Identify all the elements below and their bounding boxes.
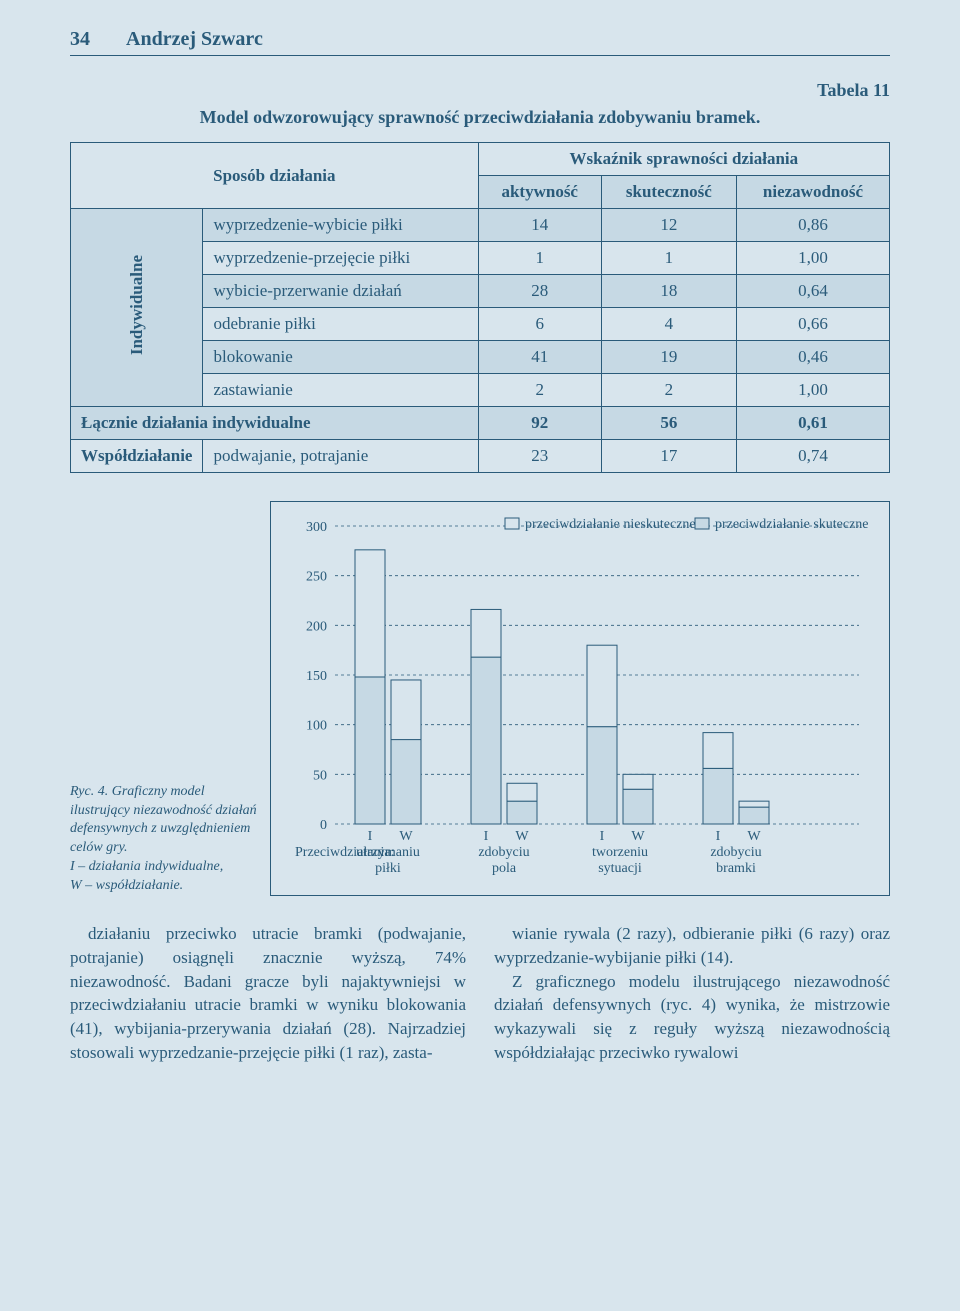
- coop-label: podwajanie, potrajanie: [203, 440, 478, 473]
- row-label: blokowanie: [203, 341, 478, 374]
- svg-text:W: W: [631, 829, 645, 844]
- coop-row: Współdziałanie podwajanie, potrajanie 23…: [71, 440, 890, 473]
- svg-text:200: 200: [306, 619, 327, 634]
- col-niezawodnosc: niezawodność: [736, 176, 889, 209]
- cell: 1,00: [736, 242, 889, 275]
- cell: 1,00: [736, 374, 889, 407]
- svg-text:I: I: [368, 829, 373, 844]
- cell: 0,46: [736, 341, 889, 374]
- cell: 28: [478, 275, 601, 308]
- svg-text:pola: pola: [492, 861, 517, 876]
- cell: 17: [601, 440, 736, 473]
- cell: 12: [601, 209, 736, 242]
- svg-text:250: 250: [306, 570, 327, 585]
- figure-line3: W – współdziałanie.: [70, 878, 183, 893]
- cell: 18: [601, 275, 736, 308]
- cell: 1: [478, 242, 601, 275]
- cell: 14: [478, 209, 601, 242]
- svg-text:piłki: piłki: [375, 861, 401, 876]
- svg-text:I: I: [484, 829, 489, 844]
- cell: 41: [478, 341, 601, 374]
- svg-text:przeciwdziałanie skuteczne: przeciwdziałanie skuteczne: [715, 517, 869, 532]
- cell: 0,66: [736, 308, 889, 341]
- svg-text:W: W: [747, 829, 761, 844]
- svg-text:150: 150: [306, 669, 327, 684]
- svg-text:100: 100: [306, 719, 327, 734]
- chart-container: 0 50 100 150 200 250 300 przeciwdziałanie niesk…: [270, 501, 890, 896]
- svg-text:bramki: bramki: [716, 861, 756, 876]
- svg-text:I: I: [600, 829, 605, 844]
- total-label: Łącznie działania indywidualne: [71, 407, 479, 440]
- coop-group: Współdziałanie: [71, 440, 203, 473]
- svg-text:Przeciwdziałania:: Przeciwdziałania:: [295, 845, 395, 860]
- page-header: 34 Andrzej Szwarc: [70, 28, 890, 56]
- row-label: odebranie piłki: [203, 308, 478, 341]
- cell: 19: [601, 341, 736, 374]
- cell: 4: [601, 308, 736, 341]
- paragraph: działaniu przeciwko utracie bramki (podw…: [70, 922, 466, 1065]
- svg-text:W: W: [515, 829, 529, 844]
- table-label: Tabela 11: [70, 80, 890, 101]
- svg-text:300: 300: [306, 520, 327, 535]
- cell: 23: [478, 440, 601, 473]
- cell: 0,74: [736, 440, 889, 473]
- svg-text:tworzeniu: tworzeniu: [592, 845, 648, 860]
- col-aktywnosc: aktywność: [478, 176, 601, 209]
- body-text: działaniu przeciwko utracie bramki (podw…: [70, 922, 890, 1065]
- page-number: 34: [70, 28, 90, 51]
- cell: 2: [478, 374, 601, 407]
- bar-chart: 0 50 100 150 200 250 300 przeciwdziałanie niesk…: [283, 516, 871, 876]
- row-label: wyprzedzenie-przejęcie piłki: [203, 242, 478, 275]
- svg-text:zdobyciu: zdobyciu: [478, 845, 529, 860]
- row-label: zastawianie: [203, 374, 478, 407]
- span-header: Wskaźnik sprawności działania: [478, 143, 889, 176]
- table-header-row-1: Sposób działania Wskaźnik sprawności dzi…: [71, 143, 890, 176]
- data-table: Sposób działania Wskaźnik sprawności dzi…: [70, 142, 890, 473]
- col-skutecznosc: skuteczność: [601, 176, 736, 209]
- corner-header: Sposób działania: [71, 143, 479, 209]
- table-title: Model odwzorowujący sprawność przeciwdzi…: [70, 107, 890, 128]
- figure-caption: Ryc. 4. Graficzny model ilustrujący niez…: [70, 783, 262, 896]
- svg-text:0: 0: [320, 818, 327, 833]
- author-name: Andrzej Szwarc: [126, 28, 263, 51]
- svg-text:zdobyciu: zdobyciu: [710, 845, 761, 860]
- cell: 0,64: [736, 275, 889, 308]
- svg-text:przeciwdziałanie nieskuteczne: przeciwdziałanie nieskuteczne: [525, 517, 696, 532]
- row-label: wyprzedzenie-wybicie piłki: [203, 209, 478, 242]
- row-label: wybicie-przerwanie działań: [203, 275, 478, 308]
- cell: 92: [478, 407, 601, 440]
- svg-text:50: 50: [313, 768, 327, 783]
- paragraph: Z graficznego modelu ilustrującego nieza…: [494, 970, 890, 1065]
- svg-text:sytuacji: sytuacji: [598, 861, 642, 876]
- svg-text:I: I: [716, 829, 721, 844]
- total-row: Łącznie działania indywidualne 92 56 0,6…: [71, 407, 890, 440]
- cell: 2: [601, 374, 736, 407]
- table-row: Indywidualne wyprzedzenie-wybicie piłki …: [71, 209, 890, 242]
- figure-row: Ryc. 4. Graficzny model ilustrujący niez…: [70, 473, 890, 896]
- group-label: Indywidualne: [127, 255, 147, 355]
- cell: 1: [601, 242, 736, 275]
- paragraph: wianie rywala (2 razy), odbieranie piłki…: [494, 922, 890, 970]
- figure-number: Ryc. 4.: [70, 784, 108, 799]
- figure-line2: I – działania indywidualne,: [70, 859, 223, 874]
- cell: 0,61: [736, 407, 889, 440]
- group-cell: Indywidualne: [71, 209, 203, 407]
- cell: 6: [478, 308, 601, 341]
- svg-text:W: W: [399, 829, 413, 844]
- cell: 0,86: [736, 209, 889, 242]
- cell: 56: [601, 407, 736, 440]
